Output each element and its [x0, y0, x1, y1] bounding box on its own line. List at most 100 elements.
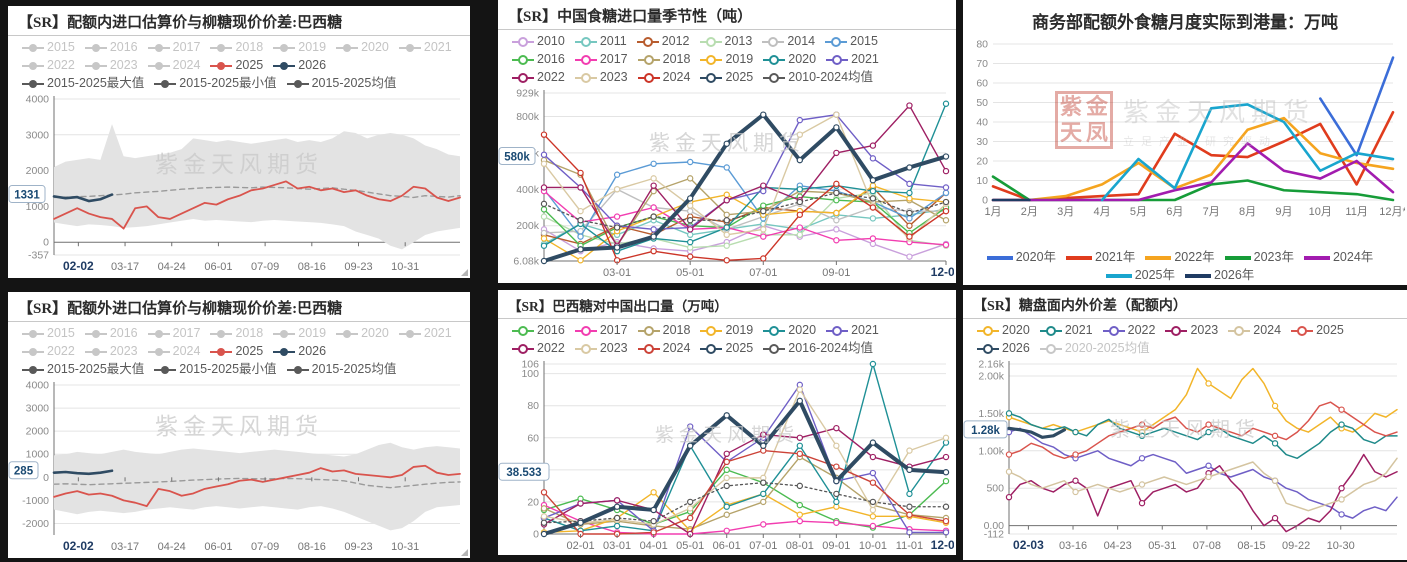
svg-text:1.00k: 1.00k [978, 445, 1004, 457]
legend-item-2025[interactable]: 2025 [210, 343, 263, 360]
legend-item-2016[interactable]: 2016 [512, 51, 565, 68]
legend-label: 2015-2025最大值 [47, 76, 145, 90]
legend-marker-icon [1165, 325, 1188, 336]
svg-text:05-01: 05-01 [676, 267, 704, 279]
legend-item-2022年[interactable]: 2022年 [1145, 249, 1215, 266]
legend-item-2024[interactable]: 2024 [637, 69, 690, 86]
legend-item-2017[interactable]: 2017 [147, 39, 200, 56]
svg-text:38.533: 38.533 [506, 467, 541, 479]
legend-item-2017[interactable]: 2017 [147, 325, 200, 342]
legend-item-2020[interactable]: 2020 [763, 322, 816, 339]
legend-item-2015[interactable]: 2015 [22, 325, 75, 342]
legend-item-2019[interactable]: 2019 [700, 51, 753, 68]
legend-item-2026[interactable]: 2026 [273, 343, 326, 360]
legend-marker-icon [84, 329, 107, 339]
legend-marker-icon [210, 61, 233, 71]
legend-item-2017[interactable]: 2017 [574, 322, 628, 339]
svg-text:50: 50 [976, 97, 988, 109]
chart-plot-area: 4000 3000 2000 1000 0 -1000 -2000 02-02 03-17 04-… [8, 379, 470, 558]
legend-item-2010-2024均值[interactable]: 2010-2024均值 [763, 69, 873, 86]
legend-item-2023[interactable]: 2023 [84, 343, 138, 360]
legend-item-2023[interactable]: 2023 [84, 57, 138, 74]
legend-label: 2017 [599, 52, 628, 66]
legend-item-2026[interactable]: 2026 [977, 340, 1030, 357]
legend-item-2024[interactable]: 2024 [637, 340, 691, 357]
legend-item-2023[interactable]: 2023 [1165, 322, 1218, 339]
legend-item-2012[interactable]: 2012 [636, 33, 690, 50]
legend-item-2025[interactable]: 2025 [210, 57, 263, 74]
legend-item-2025[interactable]: 2025 [1291, 322, 1344, 339]
legend-item-2013[interactable]: 2013 [699, 33, 752, 50]
legend-item-2026[interactable]: 2026 [273, 57, 326, 74]
legend-item-2021[interactable]: 2021 [826, 322, 879, 339]
legend-item-2019[interactable]: 2019 [273, 325, 326, 342]
legend-item-2021[interactable]: 2021 [1039, 322, 1093, 339]
legend-item-2020[interactable]: 2020 [336, 325, 389, 342]
panel-quota-in-import-spread: 【SR】配额内进口估算价与柳糖现价价差:巴西糖 2015 2016 2017 2018… [8, 6, 470, 278]
legend-item-2023[interactable]: 2023 [574, 69, 628, 86]
legend-label: 2025年 [1134, 268, 1175, 282]
legend-item-2024[interactable]: 2024 [1228, 322, 1281, 339]
legend-item-2025年[interactable]: 2025年 [1105, 267, 1175, 284]
legend-item-2019[interactable]: 2019 [273, 39, 326, 56]
legend-item-2025[interactable]: 2025 [700, 340, 753, 357]
legend-item-2023[interactable]: 2023 [574, 340, 628, 357]
resize-handle-icon[interactable] [461, 269, 468, 276]
legend-item-2019[interactable]: 2019 [700, 322, 753, 339]
legend-item-2023年[interactable]: 2023年 [1224, 249, 1294, 266]
svg-text:1000: 1000 [26, 449, 50, 461]
legend-item-2018[interactable]: 2018 [637, 322, 690, 339]
legend-item-2016[interactable]: 2016 [84, 39, 138, 56]
legend-item-2020[interactable]: 2020 [336, 39, 389, 56]
legend-item-2020[interactable]: 2020 [763, 51, 816, 68]
legend-item-2015-2025最小值[interactable]: 2015-2025最小值 [154, 75, 277, 92]
legend-item-2021年[interactable]: 2021年 [1066, 249, 1135, 266]
legend-item-2021[interactable]: 2021 [826, 51, 879, 68]
svg-text:11月: 11月 [1345, 206, 1367, 218]
legend-item-2016[interactable]: 2016 [512, 322, 565, 339]
legend-item-2024[interactable]: 2024 [147, 343, 200, 360]
legend-item-2016-2024均值[interactable]: 2016-2024均值 [763, 340, 873, 357]
svg-text:02-01: 02-01 [566, 540, 594, 552]
legend-item-2015-2025均值[interactable]: 2015-2025均值 [286, 361, 396, 378]
legend-item-2020-2025均值[interactable]: 2020-2025均值 [1039, 340, 1150, 357]
legend-item-2016[interactable]: 2016 [84, 325, 138, 342]
legend-item-2024年[interactable]: 2024年 [1303, 249, 1373, 266]
legend-item-2018[interactable]: 2018 [210, 325, 263, 342]
legend-label: 2019 [298, 40, 327, 54]
legend-item-2022[interactable]: 2022 [512, 340, 565, 357]
legend-item-2015-2025最小值[interactable]: 2015-2025最小值 [154, 361, 277, 378]
legend-item-2018[interactable]: 2018 [637, 51, 690, 68]
legend-item-2018[interactable]: 2018 [210, 39, 263, 56]
legend-item-2022[interactable]: 2022 [22, 343, 75, 360]
legend-item-2015-2025均值[interactable]: 2015-2025均值 [286, 75, 396, 92]
legend-marker-icon [762, 36, 785, 47]
legend-item-2021[interactable]: 2021 [398, 325, 452, 342]
legend-item-2025[interactable]: 2025 [700, 69, 753, 86]
legend-item-2015-2025最大值[interactable]: 2015-2025最大值 [22, 361, 144, 378]
chart-legend: 2015 2016 2017 2018 2019 2020 2021 2022 2023 2024… [8, 322, 470, 379]
legend-item-2022[interactable]: 2022 [1102, 322, 1155, 339]
legend-item-2020年[interactable]: 2020年 [986, 249, 1056, 266]
legend-label: 2016 [109, 40, 138, 54]
legend-marker-icon [147, 329, 170, 339]
legend-item-2022[interactable]: 2022 [22, 57, 75, 74]
legend-item-2021[interactable]: 2021 [398, 39, 452, 56]
svg-text:09-23: 09-23 [344, 541, 372, 553]
legend-item-2017[interactable]: 2017 [574, 51, 628, 68]
legend-item-2026年[interactable]: 2026年 [1185, 267, 1254, 284]
legend-marker-icon [637, 325, 660, 336]
legend-item-2014[interactable]: 2014 [762, 33, 815, 50]
legend-label: 2024 [662, 341, 691, 355]
resize-handle-icon[interactable] [461, 549, 468, 556]
legend-item-2020[interactable]: 2020 [977, 322, 1030, 339]
legend-item-2010[interactable]: 2010 [512, 33, 565, 50]
legend-item-2024[interactable]: 2024 [147, 57, 200, 74]
legend-item-2022[interactable]: 2022 [512, 69, 565, 86]
svg-text:929k: 929k [516, 88, 540, 100]
legend-item-2011[interactable]: 2011 [574, 33, 627, 50]
legend-item-2015-2025最大值[interactable]: 2015-2025最大值 [22, 75, 144, 92]
legend-item-2015[interactable]: 2015 [22, 39, 75, 56]
legend-item-2015[interactable]: 2015 [825, 33, 878, 50]
svg-text:07-09: 07-09 [251, 541, 279, 553]
